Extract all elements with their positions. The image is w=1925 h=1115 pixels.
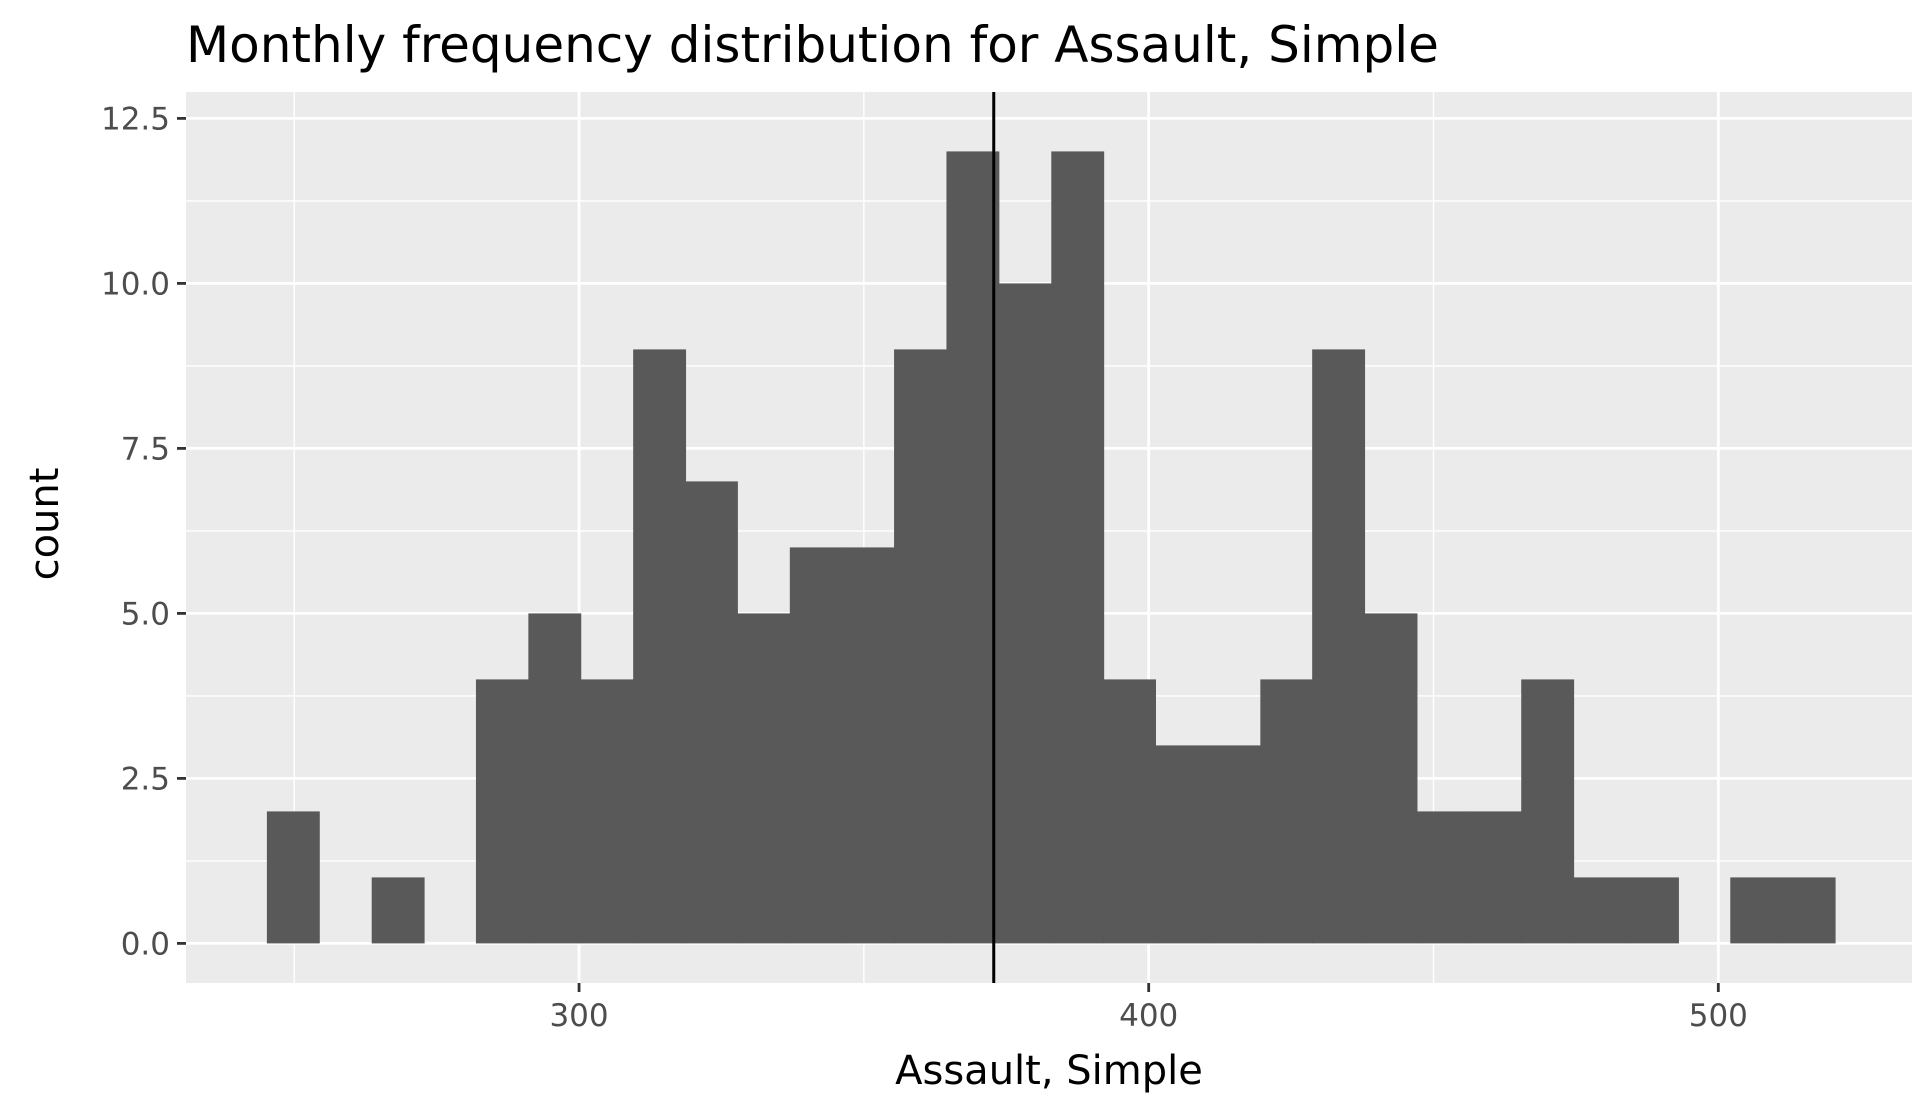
y-axis: 0.0 2.5 5.0 7.5 10.0 12.5 [101,101,186,962]
y-tick-label: 7.5 [121,431,170,467]
histogram-bar [528,613,582,944]
histogram-bar [685,481,738,944]
y-tick-label: 5.0 [121,596,170,632]
histogram-bar [1782,877,1836,944]
histogram-bar [894,349,947,944]
x-tick-label: 500 [1689,998,1748,1034]
histogram-bar [1416,811,1470,944]
x-tick-label: 300 [549,998,608,1034]
histogram-bar [1207,745,1261,944]
histogram-bar [475,679,529,944]
histogram-bar [1103,679,1157,944]
y-tick-label: 10.0 [101,266,170,302]
histogram-bar [946,151,1000,944]
histogram-bar [1521,679,1575,944]
histogram-bar [842,547,896,944]
y-tick-label: 0.0 [121,926,170,962]
histogram-bar [633,349,687,944]
y-tick-label: 2.5 [121,761,170,797]
histogram-bar [1312,349,1366,944]
histogram-bar [737,613,791,944]
y-axis-title: count [22,468,68,581]
histogram-bar [371,877,425,944]
histogram-bar [1626,877,1679,944]
histogram-bar [1051,151,1105,944]
histogram-bar [580,679,634,944]
x-axis-title: Assault, Simple [895,1048,1203,1094]
y-tick-label: 12.5 [101,101,170,137]
histogram-bar [1155,745,1209,944]
histogram-bar [1469,811,1523,944]
histogram-bar [266,811,320,944]
histogram-bar [1573,877,1627,944]
histogram-bar [1260,679,1314,944]
histogram-bar [998,283,1052,944]
histogram-bar [1364,613,1418,944]
x-tick-label: 400 [1119,998,1178,1034]
chart-title: Monthly frequency distribution for Assau… [186,16,1439,74]
histogram-bar [1730,877,1784,944]
x-axis: 300 400 500 [549,983,1748,1034]
histogram-bars [266,151,1836,944]
histogram-bar [789,547,843,944]
